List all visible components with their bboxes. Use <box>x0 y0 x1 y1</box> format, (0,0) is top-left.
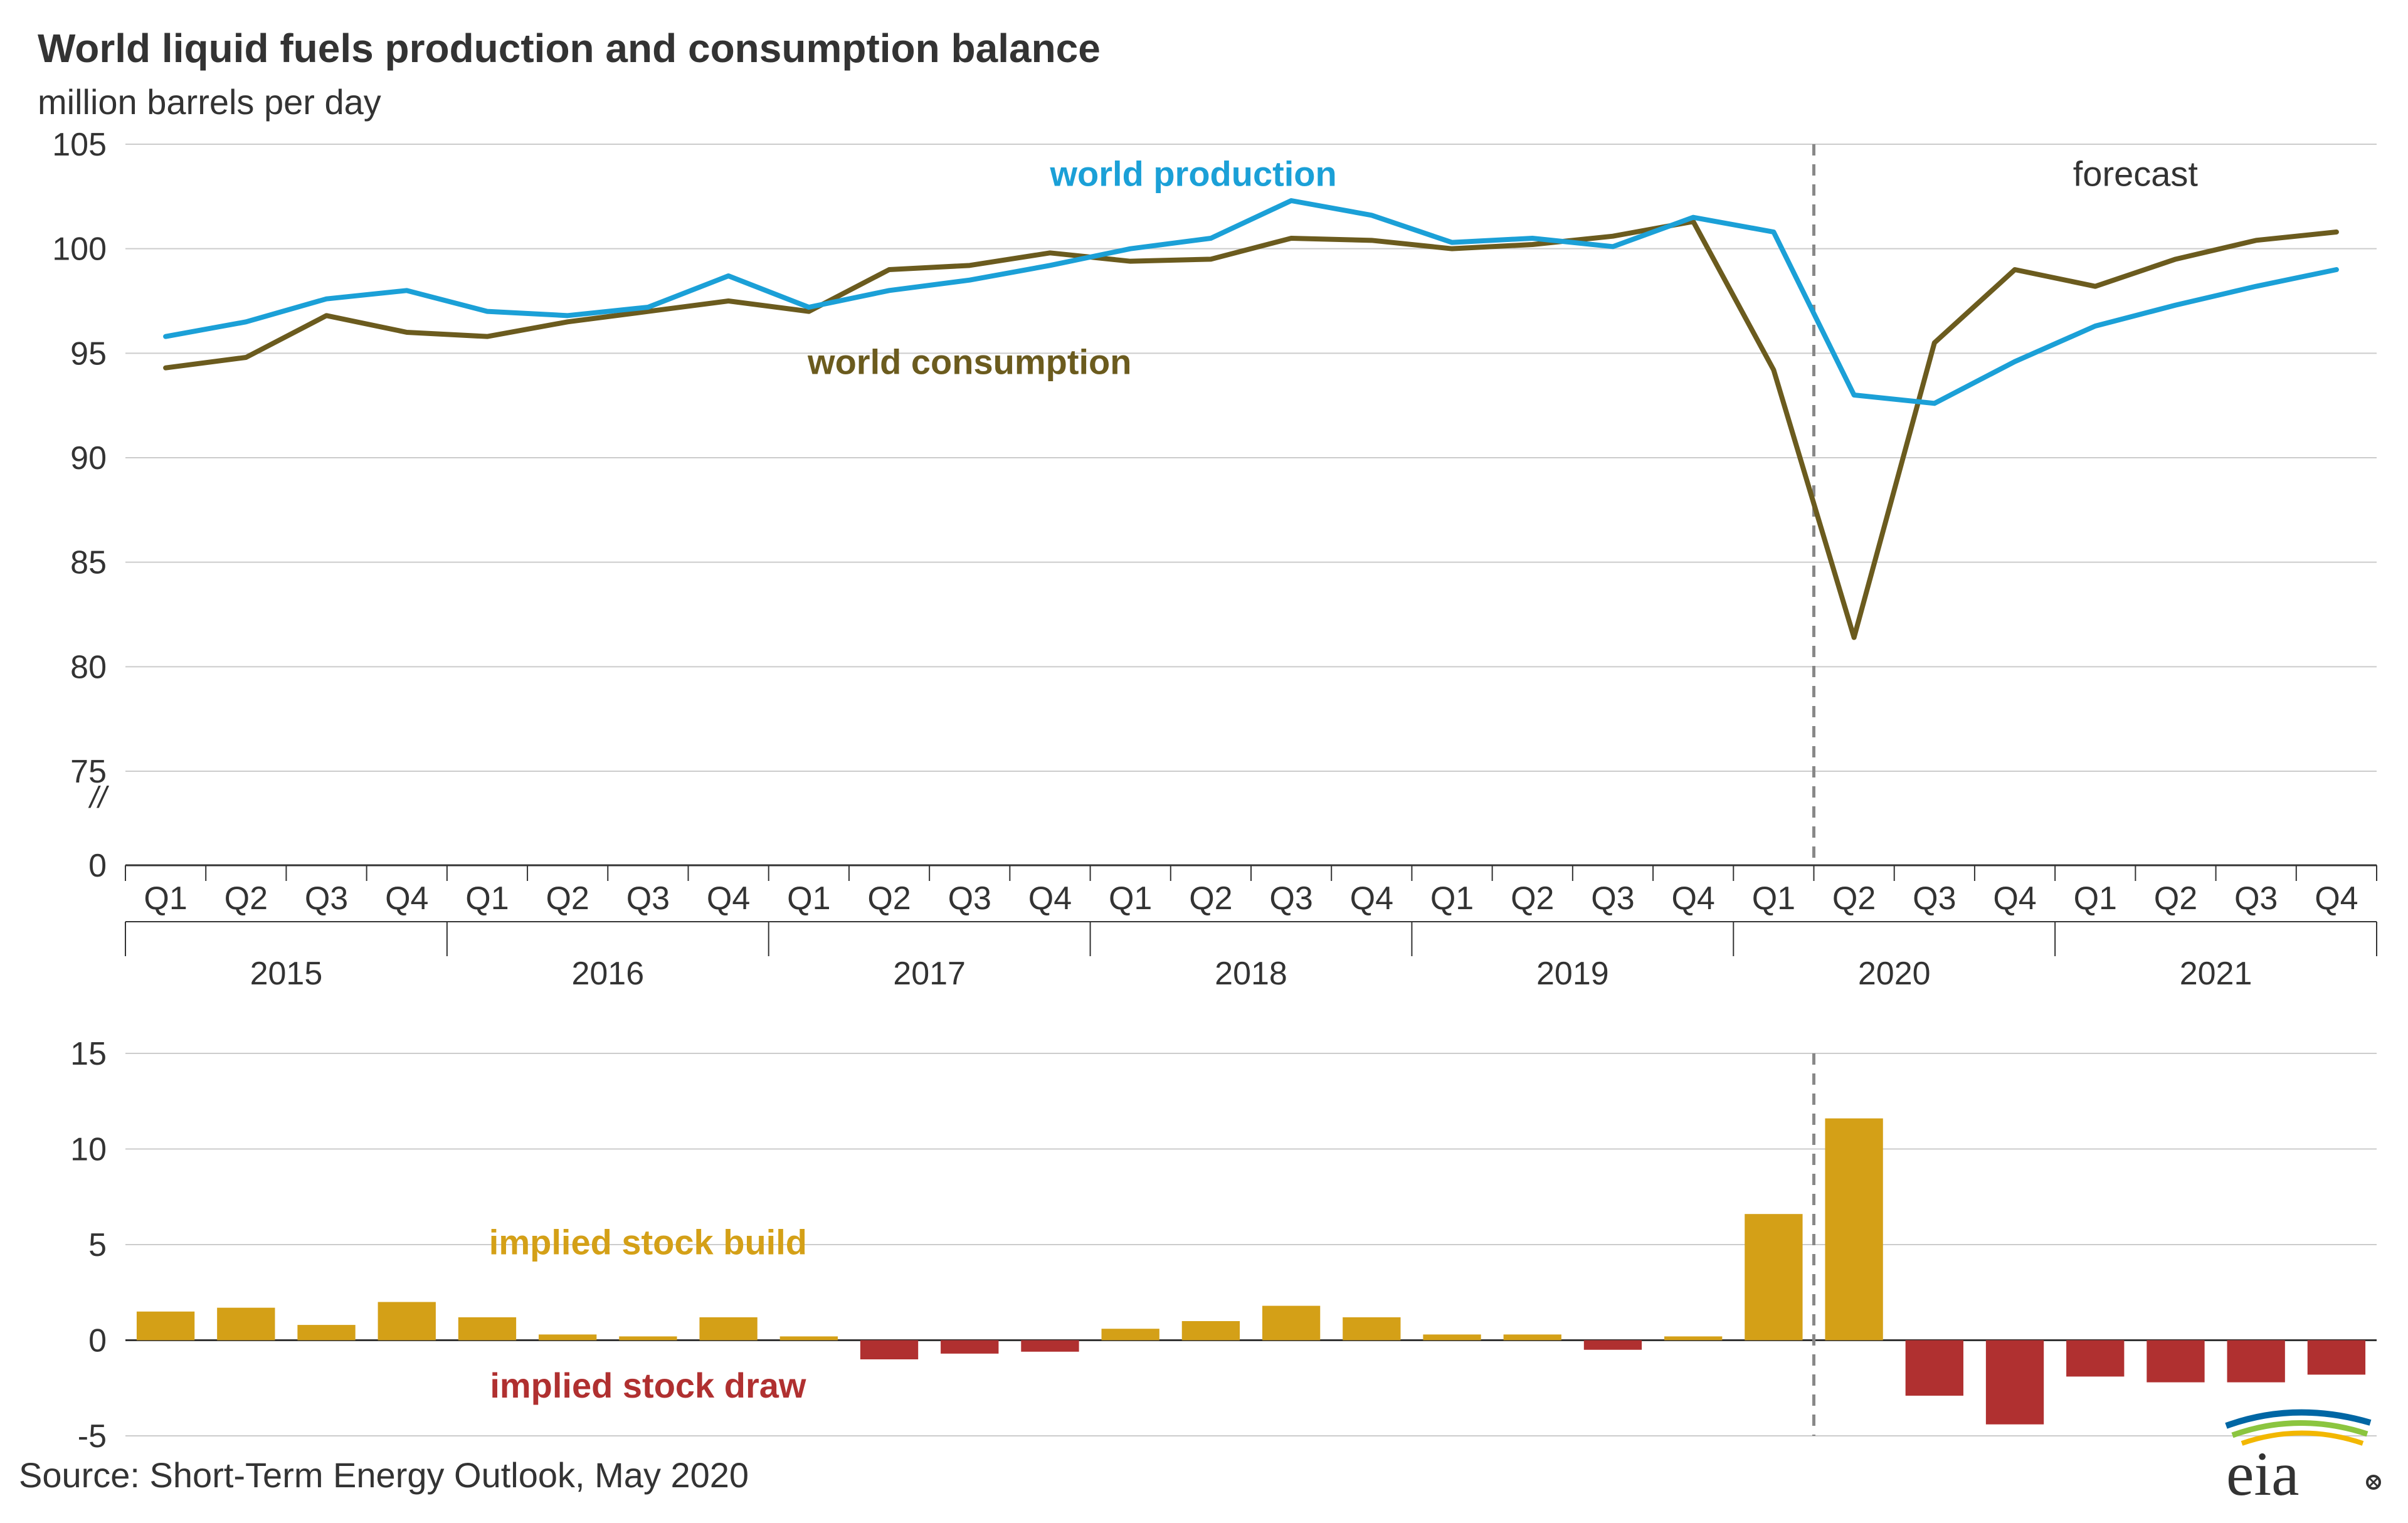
svg-text://: // <box>88 781 109 814</box>
svg-text:Q2: Q2 <box>867 880 911 917</box>
svg-text:2017: 2017 <box>893 956 966 992</box>
stock-bar <box>217 1308 275 1341</box>
stock-bar <box>941 1341 998 1354</box>
svg-text:Q3: Q3 <box>1269 880 1312 917</box>
svg-text:Q4: Q4 <box>385 880 428 917</box>
svg-text:Q4: Q4 <box>1028 880 1072 917</box>
stock-bar <box>2147 1341 2204 1383</box>
stock-bar <box>1986 1341 2044 1425</box>
stock-bar <box>1021 1341 1079 1352</box>
stock-bar <box>2308 1341 2365 1375</box>
svg-text:2016: 2016 <box>571 956 644 992</box>
stock-bar <box>780 1336 838 1340</box>
stock-bar <box>619 1336 677 1340</box>
stock-bar <box>1584 1341 1642 1350</box>
svg-text:Q4: Q4 <box>2315 880 2358 917</box>
svg-text:0: 0 <box>88 1323 107 1359</box>
svg-text:2019: 2019 <box>1536 956 1609 992</box>
svg-text:80: 80 <box>70 649 107 685</box>
chart-container: World liquid fuels production and consum… <box>0 0 2408 1523</box>
stock-bar <box>1504 1334 1561 1340</box>
stock-bar <box>458 1317 516 1341</box>
svg-text:Q4: Q4 <box>1671 880 1714 917</box>
svg-text:2021: 2021 <box>2180 956 2252 992</box>
svg-text:2018: 2018 <box>1215 956 1287 992</box>
svg-text:Q3: Q3 <box>305 880 348 917</box>
svg-text:105: 105 <box>52 127 107 163</box>
stock-bar <box>1182 1321 1240 1341</box>
stock-bar <box>378 1302 436 1341</box>
stock-bar <box>2227 1341 2285 1383</box>
svg-text:Q3: Q3 <box>626 880 670 917</box>
svg-text:world consumption: world consumption <box>807 342 1131 382</box>
svg-text:Q1: Q1 <box>465 880 509 917</box>
stock-bar <box>539 1334 596 1340</box>
chart-subtitle: million barrels per day <box>38 82 381 122</box>
stock-bar <box>1423 1334 1481 1340</box>
stock-bar <box>1825 1119 1883 1341</box>
svg-text:world production: world production <box>1049 154 1336 194</box>
chart-title: World liquid fuels production and consum… <box>38 25 1101 71</box>
svg-text:2020: 2020 <box>1858 956 1931 992</box>
svg-text:100: 100 <box>52 231 107 268</box>
stock-bar <box>1262 1306 1320 1341</box>
svg-text:Q4: Q4 <box>1993 880 2036 917</box>
stock-bar <box>137 1312 194 1341</box>
svg-text:Q2: Q2 <box>224 880 268 917</box>
svg-text:10: 10 <box>70 1132 107 1168</box>
svg-text:Q2: Q2 <box>1511 880 1554 917</box>
chart-svg: 75808590951001050//Q1Q2Q3Q4Q1Q2Q3Q4Q1Q2Q… <box>0 0 2408 1523</box>
svg-text:95: 95 <box>70 335 107 372</box>
stock-bar <box>1745 1214 1802 1340</box>
svg-text:Q2: Q2 <box>1832 880 1876 917</box>
line-production <box>166 201 2337 403</box>
svg-text:Q1: Q1 <box>1109 880 1152 917</box>
svg-text:0: 0 <box>88 848 107 884</box>
svg-text:Q3: Q3 <box>2234 880 2278 917</box>
svg-text:Q2: Q2 <box>546 880 589 917</box>
stock-bar <box>1664 1336 1722 1340</box>
svg-text:15: 15 <box>70 1036 107 1072</box>
svg-text:implied stock build: implied stock build <box>489 1222 807 1262</box>
svg-text:85: 85 <box>70 545 107 581</box>
stock-bar <box>297 1325 355 1340</box>
svg-text:Q1: Q1 <box>2074 880 2117 917</box>
svg-text:Q1: Q1 <box>787 880 830 917</box>
svg-text:forecast: forecast <box>2073 154 2199 194</box>
stock-bar <box>699 1317 757 1341</box>
svg-text:Q3: Q3 <box>948 880 991 917</box>
svg-text:90: 90 <box>70 440 107 477</box>
svg-text:2015: 2015 <box>250 956 323 992</box>
stock-bar <box>1102 1329 1159 1340</box>
eia-logo: eia <box>2207 1404 2383 1504</box>
svg-text:Q1: Q1 <box>1430 880 1474 917</box>
svg-text:Q3: Q3 <box>1591 880 1634 917</box>
stock-bar <box>1906 1341 1963 1396</box>
svg-text:implied stock draw: implied stock draw <box>490 1366 806 1405</box>
eia-logo-text: eia <box>2226 1439 2300 1504</box>
stock-bar <box>2066 1341 2124 1377</box>
svg-text:Q4: Q4 <box>1350 880 1393 917</box>
svg-text:Q2: Q2 <box>1189 880 1232 917</box>
svg-text:5: 5 <box>88 1227 107 1263</box>
source-text: Source: Short-Term Energy Outlook, May 2… <box>19 1455 749 1495</box>
svg-text:Q2: Q2 <box>2154 880 2197 917</box>
stock-bar <box>1343 1317 1400 1341</box>
stock-bar <box>860 1341 918 1360</box>
svg-text:-5: -5 <box>78 1418 107 1455</box>
line-consumption <box>166 221 2337 637</box>
svg-text:Q4: Q4 <box>707 880 750 917</box>
svg-text:Q1: Q1 <box>144 880 187 917</box>
svg-text:Q1: Q1 <box>1752 880 1795 917</box>
svg-text:Q3: Q3 <box>1913 880 1956 917</box>
